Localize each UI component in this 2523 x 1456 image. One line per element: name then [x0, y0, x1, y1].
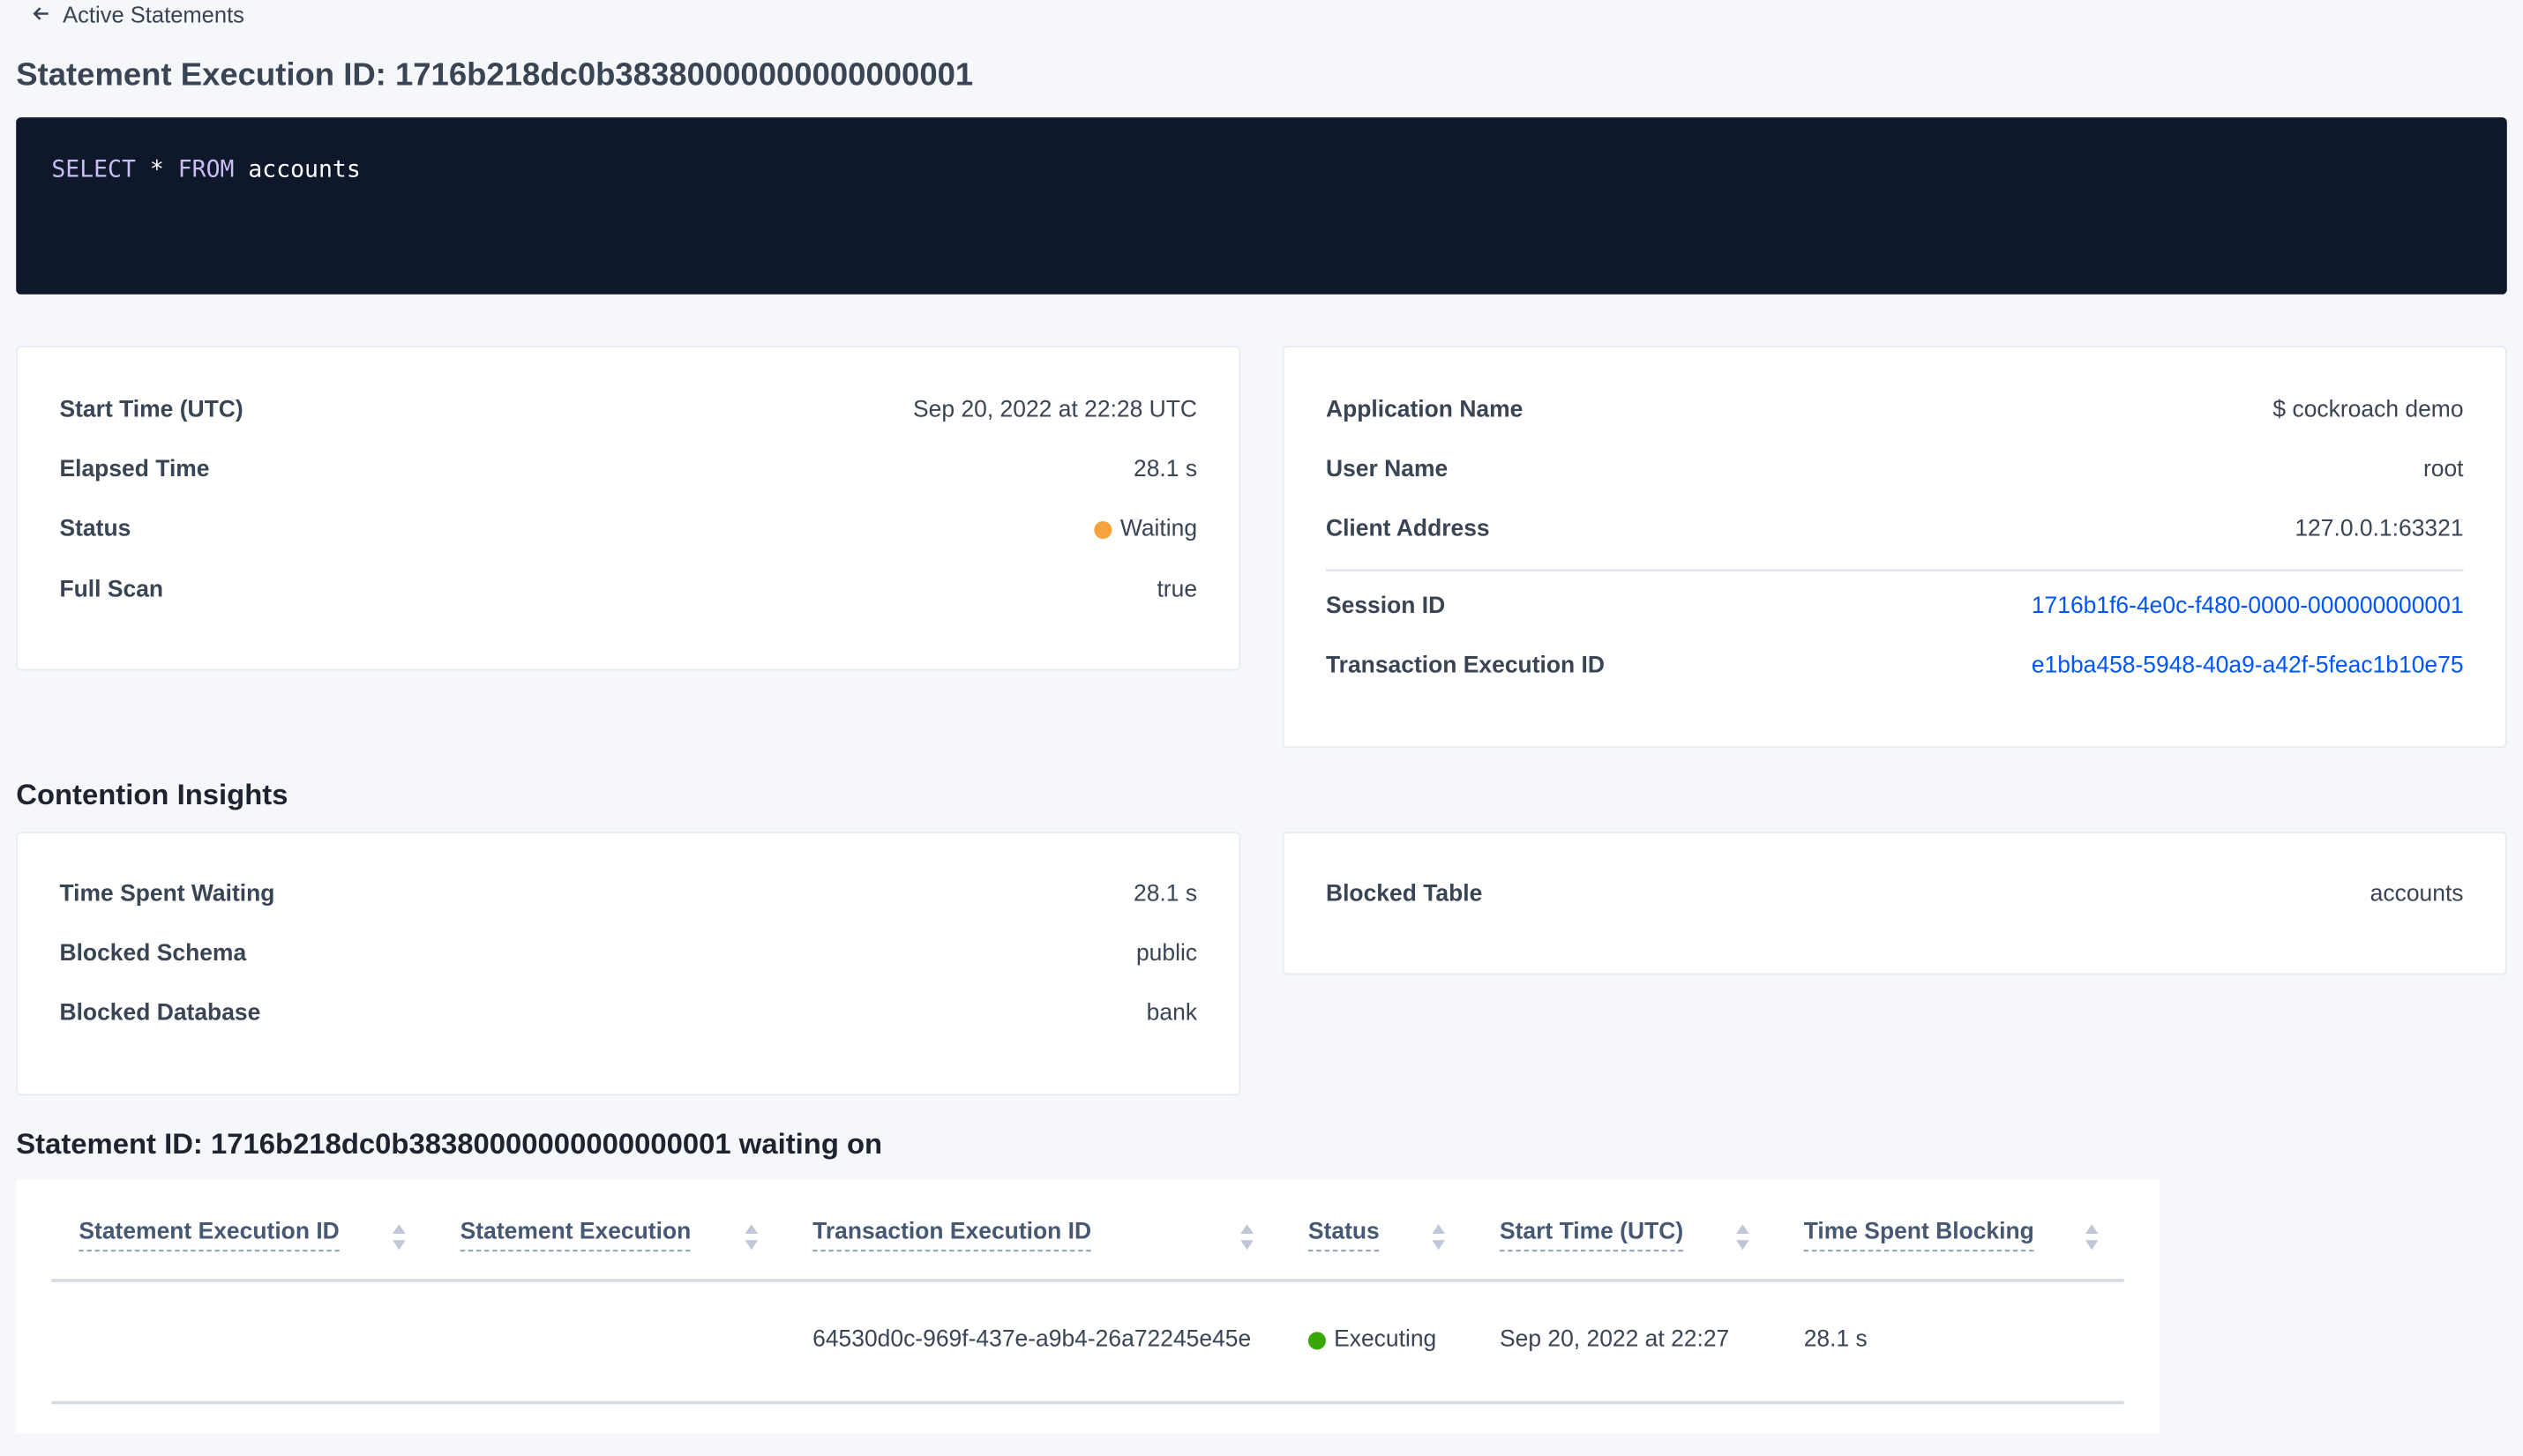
contention-card-left: Time Spent Waiting 28.1 s Blocked Schema p… — [16, 832, 1241, 1096]
waiting-table — [16, 1178, 2160, 1434]
transaction-execution-id-row: Transaction Execution ID e1bba458-5948-40… — [1326, 650, 2464, 682]
client-address-value: 127.0.0.1:63321 — [2295, 516, 2464, 542]
label: Full Scan — [59, 577, 164, 603]
blocked-table-value: accounts — [2370, 881, 2464, 907]
label: Status — [59, 516, 131, 542]
sort-icon[interactable] — [1431, 1222, 1447, 1251]
row-divider — [51, 1400, 2124, 1405]
label: Blocked Schema — [59, 941, 247, 967]
sql-keyword: FROM — [177, 157, 235, 183]
client-address-row: Client Address 127.0.0.1:63321 — [1326, 513, 2464, 545]
session-id-link[interactable]: 1716b1f6-4e0c-f480-0000-000000000001 — [2031, 594, 2464, 620]
label: Blocked Table — [1325, 881, 1483, 907]
column-header-statement-execution-id[interactable]: Statement Execution ID — [79, 1220, 340, 1252]
summary-card-right: Application Name $ cockroach demo User Na… — [1282, 346, 2507, 749]
sort-icon[interactable] — [2084, 1222, 2100, 1251]
status-value: Waiting — [1119, 516, 1198, 542]
cell-status: Executing — [1307, 1326, 1437, 1353]
blocked-table-row: Blocked Table accounts — [1326, 878, 2464, 910]
full-scan-row: Full Scan true — [59, 574, 1197, 606]
blocked-schema-value: public — [1135, 941, 1198, 967]
status-dot-icon — [1094, 520, 1112, 539]
arrow-left-icon — [32, 2, 49, 27]
label: User Name — [1325, 457, 1449, 483]
label: Blocked Database — [59, 1000, 261, 1027]
sql-keyword: SELECT — [51, 157, 136, 183]
label: Application Name — [1325, 397, 1524, 423]
session-id-row: Session ID 1716b1f6-4e0c-f480-0000-000000… — [1326, 590, 2464, 622]
status-row: Status Waiting — [59, 513, 1197, 545]
transaction-execution-id-link[interactable]: e1bba458-5948-40a9-a42f-5feac1b10e75 — [2031, 653, 2464, 679]
sort-icon[interactable] — [744, 1222, 760, 1251]
blocked-database-value: bank — [1146, 1000, 1198, 1027]
label: Start Time (UTC) — [59, 397, 243, 423]
user-name-row: User Name root — [1326, 453, 2464, 485]
back-link-label: Active Statements — [63, 1, 244, 28]
user-name-value: root — [2422, 457, 2464, 483]
waiting-on-heading: Statement ID: 1716b218dc0b38380000000000… — [16, 1127, 883, 1161]
sort-icon[interactable] — [391, 1222, 407, 1251]
start-time-value: Sep 20, 2022 at 22:28 UTC — [913, 397, 1198, 423]
blocked-schema-row: Blocked Schema public — [59, 937, 1197, 969]
sort-icon[interactable] — [1734, 1222, 1750, 1251]
full-scan-value: true — [1157, 577, 1198, 603]
sql-code-block: SELECT * FROM accounts — [16, 117, 2507, 295]
divider — [1325, 569, 2464, 571]
label: Session ID — [1325, 594, 1446, 620]
contention-card-right: Blocked Table accounts — [1282, 832, 2507, 975]
summary-card-left: Start Time (UTC) Sep 20, 2022 at 22:28 UT… — [16, 346, 1241, 671]
time-spent-waiting-row: Time Spent Waiting 28.1 s — [59, 878, 1197, 910]
cell-time-spent-blocking: 28.1 s — [1803, 1326, 1868, 1353]
column-header-start-time[interactable]: Start Time (UTC) — [1499, 1220, 1684, 1252]
column-header-status[interactable]: Status — [1307, 1220, 1380, 1252]
application-name-value: $ cockroach demo — [2272, 397, 2464, 423]
sql-star: * — [149, 157, 164, 183]
label: Time Spent Waiting — [59, 881, 275, 907]
contention-heading: Contention Insights — [16, 778, 288, 811]
elapsed-time-value: 28.1 s — [1134, 457, 1198, 483]
column-header-transaction-execution-id[interactable]: Transaction Execution ID — [812, 1220, 1092, 1252]
time-spent-waiting-value: 28.1 s — [1134, 881, 1198, 907]
sql-table: accounts — [248, 157, 361, 183]
status-value: Executing — [1334, 1326, 1437, 1353]
page-title: Statement Execution ID: 1716b218dc0b3838… — [16, 57, 974, 93]
column-header-statement-execution[interactable]: Statement Execution — [460, 1220, 692, 1252]
label: Client Address — [1325, 516, 1490, 542]
label: Transaction Execution ID — [1325, 653, 1605, 679]
application-name-row: Application Name $ cockroach demo — [1326, 394, 2464, 426]
sort-icon[interactable] — [1239, 1222, 1254, 1251]
back-link-active-statements[interactable]: Active Statements — [32, 1, 244, 28]
column-header-time-spent-blocking[interactable]: Time Spent Blocking — [1803, 1220, 2034, 1252]
header-divider — [51, 1279, 2124, 1282]
blocked-database-row: Blocked Database bank — [59, 997, 1197, 1029]
cell-transaction-execution-id: 64530d0c-969f-437e-a9b4-26a72245e45e — [812, 1326, 1252, 1353]
status-dot-icon — [1307, 1331, 1326, 1349]
start-time-row: Start Time (UTC) Sep 20, 2022 at 22:28 UT… — [59, 394, 1197, 426]
label: Elapsed Time — [59, 457, 210, 483]
elapsed-time-row: Elapsed Time 28.1 s — [59, 453, 1197, 485]
cell-start-time: Sep 20, 2022 at 22:27 — [1499, 1326, 1730, 1353]
